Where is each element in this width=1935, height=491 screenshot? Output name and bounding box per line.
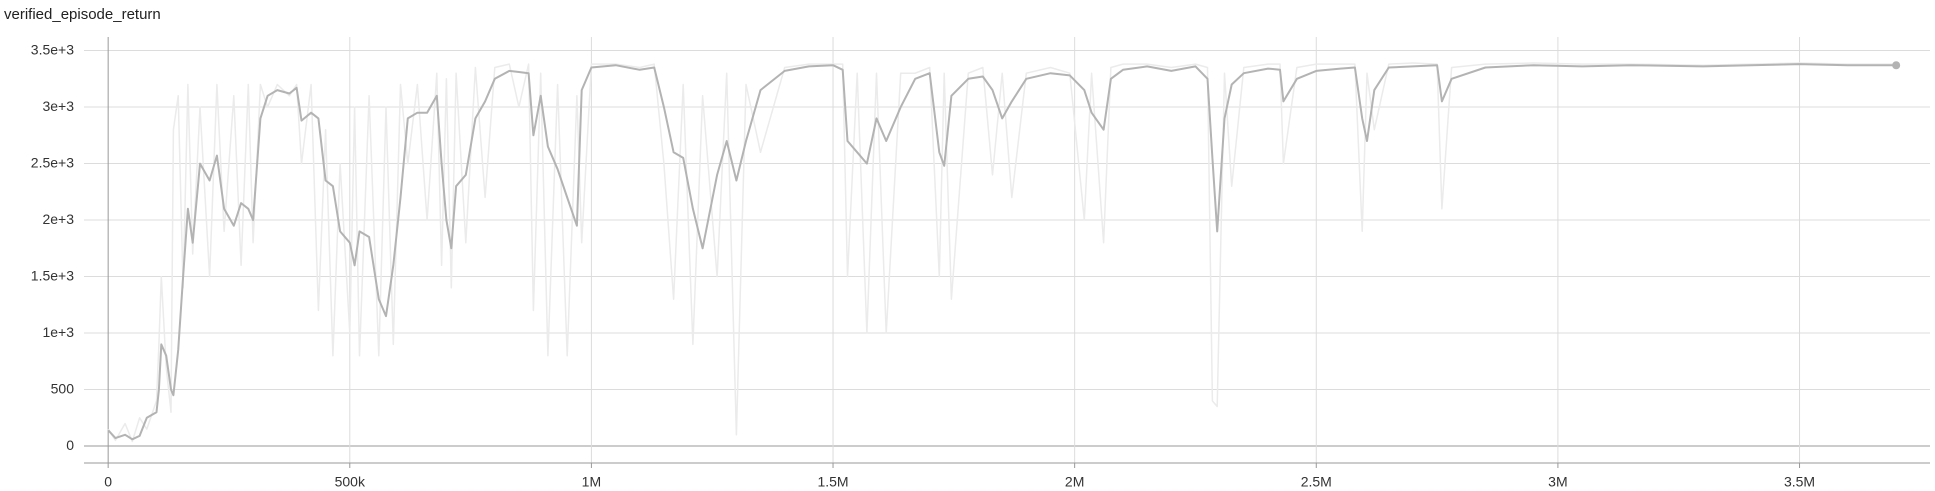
x-tick-label: 3.5M (1784, 474, 1815, 490)
chart-title: verified_episode_return (4, 6, 161, 23)
x-tick-label: 1M (582, 474, 601, 490)
y-tick-label: 1.5e+3 (31, 267, 74, 283)
series-line (107, 62, 1897, 443)
x-tick-label: 1.5M (817, 474, 848, 490)
x-tick-label: 2M (1065, 474, 1084, 490)
y-tick-label: 0 (66, 437, 74, 453)
x-tick-label: 3M (1548, 474, 1567, 490)
x-tick-label: 0 (104, 474, 112, 490)
y-tick-label: 3.5e+3 (31, 41, 74, 57)
x-tick-label: 500k (335, 474, 366, 490)
y-tick-label: 500 (51, 380, 75, 396)
y-tick-label: 1e+3 (42, 324, 74, 340)
y-tick-label: 2e+3 (42, 211, 74, 227)
y-tick-label: 3e+3 (42, 98, 74, 114)
last-point (1892, 61, 1901, 70)
y-tick-label: 2.5e+3 (31, 154, 74, 170)
series-line (107, 63, 1897, 441)
x-tick-label: 2.5M (1301, 474, 1332, 490)
